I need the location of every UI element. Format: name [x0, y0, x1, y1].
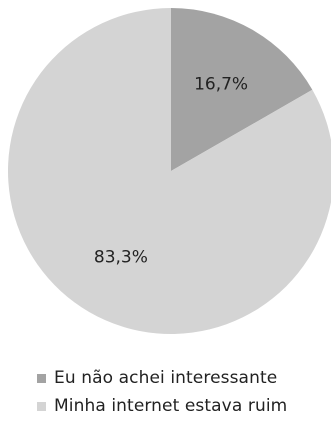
- legend-item-eu-nao-achei-interessante: Eu não achei interessante: [37, 364, 327, 392]
- legend-item-minha-internet-estava-ruim: Minha internet estava ruim: [37, 392, 327, 420]
- legend: Eu não achei interessante Minha internet…: [37, 364, 327, 420]
- legend-label: Eu não achei interessante: [54, 368, 278, 388]
- pie-slice-1: [171, 8, 313, 171]
- legend-swatch-icon: [37, 401, 46, 411]
- pie-data-label-2: 83,3%: [94, 248, 148, 268]
- pie-data-labels: 16,7% 83,3%: [94, 74, 248, 267]
- pie-chart-plot: 16,7% 83,3%: [8, 8, 331, 334]
- pie-slices: [8, 8, 331, 334]
- legend-swatch-icon: [37, 373, 46, 383]
- pie-data-label-1: 16,7%: [194, 74, 248, 94]
- pie-slice-2: [8, 8, 331, 334]
- legend-label: Minha internet estava ruim: [54, 396, 288, 416]
